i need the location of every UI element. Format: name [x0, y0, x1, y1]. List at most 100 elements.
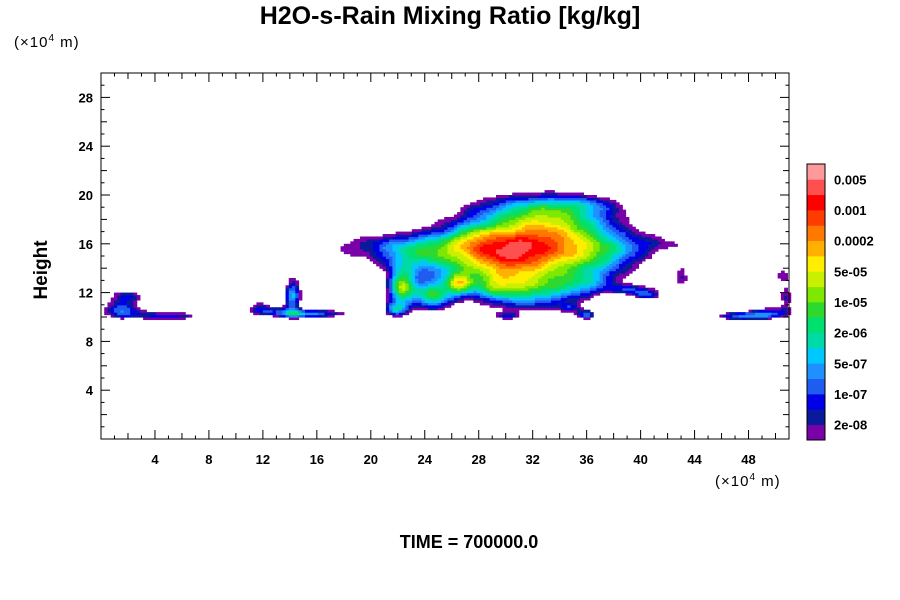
heatmap-cell [609, 251, 614, 255]
heatmap-cell [576, 265, 581, 269]
heatmap-cell [771, 312, 776, 316]
heatmap-cell [450, 256, 455, 260]
heatmap-cell [664, 243, 669, 247]
heatmap-cell [133, 309, 138, 313]
heatmap-cell [683, 277, 688, 281]
heatmap-cell [411, 229, 416, 233]
heatmap-cell [408, 297, 413, 301]
heatmap-cell [538, 234, 542, 238]
heatmap-cell [285, 314, 290, 318]
heatmap-cell [120, 307, 125, 311]
heatmap-cell [551, 285, 555, 289]
heatmap-cell [495, 219, 500, 223]
heatmap-cell [547, 192, 552, 196]
heatmap-cell [596, 282, 601, 286]
heatmap-cell [408, 295, 413, 299]
heatmap-cell [609, 216, 614, 220]
heatmap-cell [528, 212, 533, 216]
heatmap-cell [130, 295, 134, 299]
heatmap-cell [612, 263, 617, 267]
heatmap-cell [554, 204, 559, 208]
heatmap-cell [499, 216, 504, 220]
heatmap-cell [415, 304, 419, 308]
heatmap-cell [402, 302, 406, 306]
heatmap-cell [554, 251, 559, 255]
heatmap-cell [606, 285, 610, 289]
heatmap-cell [602, 263, 607, 267]
heatmap-cell [453, 251, 458, 255]
heatmap-cell [450, 226, 455, 230]
heatmap-cell [398, 302, 403, 306]
heatmap-cell [531, 231, 536, 235]
heatmap-cell [586, 207, 591, 211]
heatmap-cell [612, 270, 617, 274]
heatmap-cell [544, 190, 549, 194]
heatmap-cell [599, 263, 604, 267]
heatmap-cell [521, 207, 526, 211]
heatmap-cell [415, 238, 419, 242]
heatmap-cell [356, 253, 361, 257]
heatmap-cell [486, 209, 491, 213]
heatmap-cell [505, 285, 510, 289]
heatmap-cell [528, 256, 533, 260]
heatmap-cell [654, 243, 659, 247]
heatmap-cell [570, 243, 575, 247]
y-unit-exponent: 4 [48, 33, 56, 44]
heatmap-cell [321, 309, 325, 313]
heatmap-cell [573, 280, 578, 284]
heatmap-cell [505, 219, 510, 223]
heatmap-cell [508, 221, 513, 225]
heatmap-cell [470, 226, 474, 230]
heatmap-cell [576, 302, 581, 306]
heatmap-cell [405, 265, 410, 269]
heatmap-cell [622, 273, 627, 277]
heatmap-cell [528, 260, 533, 264]
heatmap-cell [379, 260, 384, 264]
heatmap-cell [508, 229, 513, 233]
heatmap-cell [123, 307, 128, 311]
heatmap-cell [489, 280, 494, 284]
heatmap-cell [499, 221, 504, 225]
heatmap-cell [292, 317, 296, 321]
heatmap-cell [518, 221, 523, 225]
heatmap-cell [473, 246, 478, 250]
heatmap-cell [780, 304, 785, 308]
heatmap-cell [521, 197, 526, 201]
heatmap-cell [531, 297, 536, 301]
heatmap-cell [547, 290, 552, 294]
heatmap-cell [609, 253, 614, 257]
heatmap-cell [389, 270, 393, 274]
heatmap-cell [544, 251, 549, 255]
heatmap-cell [492, 207, 497, 211]
heatmap-cell [453, 234, 458, 238]
heatmap-cell [505, 268, 510, 272]
heatmap-cell [758, 309, 763, 313]
heatmap-cell [625, 236, 630, 240]
heatmap-cell [457, 285, 461, 289]
heatmap-cell [457, 212, 461, 216]
heatmap-cell [405, 268, 410, 272]
heatmap-cell [625, 292, 630, 296]
heatmap-cell [479, 290, 484, 294]
heatmap-cell [586, 204, 591, 208]
heatmap-cell [440, 282, 445, 286]
heatmap-cell [489, 248, 494, 252]
heatmap-cell [421, 248, 426, 252]
heatmap-cell [518, 282, 523, 286]
heatmap-cell [531, 290, 536, 294]
heatmap-cell [531, 307, 536, 311]
heatmap-cell [389, 251, 393, 255]
heatmap-cell [576, 226, 581, 230]
heatmap-cell [589, 241, 594, 245]
heatmap-cell [272, 314, 277, 318]
heatmap-cell [570, 199, 575, 203]
heatmap-cell [534, 263, 539, 267]
heatmap-cell [411, 248, 416, 252]
heatmap-cell [596, 226, 601, 230]
heatmap-cell [470, 256, 474, 260]
heatmap-cell [576, 268, 581, 272]
heatmap-cell [619, 285, 623, 289]
heatmap-cell [483, 243, 487, 247]
heatmap-cell [489, 221, 494, 225]
heatmap-cell [544, 299, 549, 303]
